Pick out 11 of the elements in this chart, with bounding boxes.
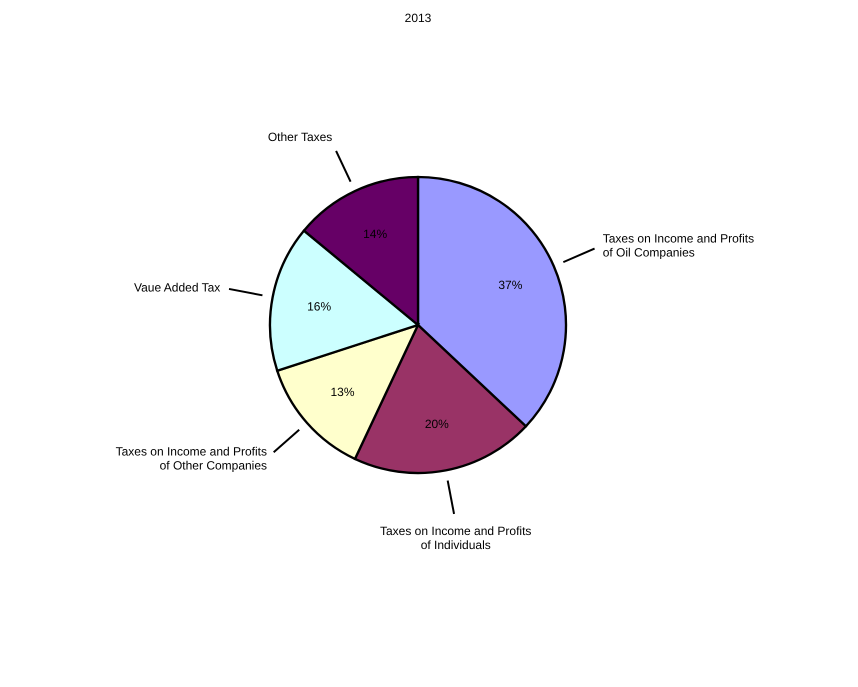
slice-label: Other Taxes	[268, 130, 332, 144]
data-label: 20%	[424, 417, 450, 432]
slice-label: Taxes on Income and Profits of Oil Companies	[602, 231, 754, 260]
data-label: 16%	[307, 299, 332, 314]
slice-label: Taxes on Income and Profits of Other Companies	[116, 444, 268, 472]
chart-title: 2013	[404, 11, 432, 26]
slice-label: Taxes on Income and Profits of Individuals	[380, 524, 532, 552]
data-label: 37%	[498, 278, 523, 292]
data-label: 14%	[363, 227, 388, 242]
data-label: 13%	[330, 384, 355, 399]
slice-label: Vaue Added Tax	[134, 280, 220, 294]
